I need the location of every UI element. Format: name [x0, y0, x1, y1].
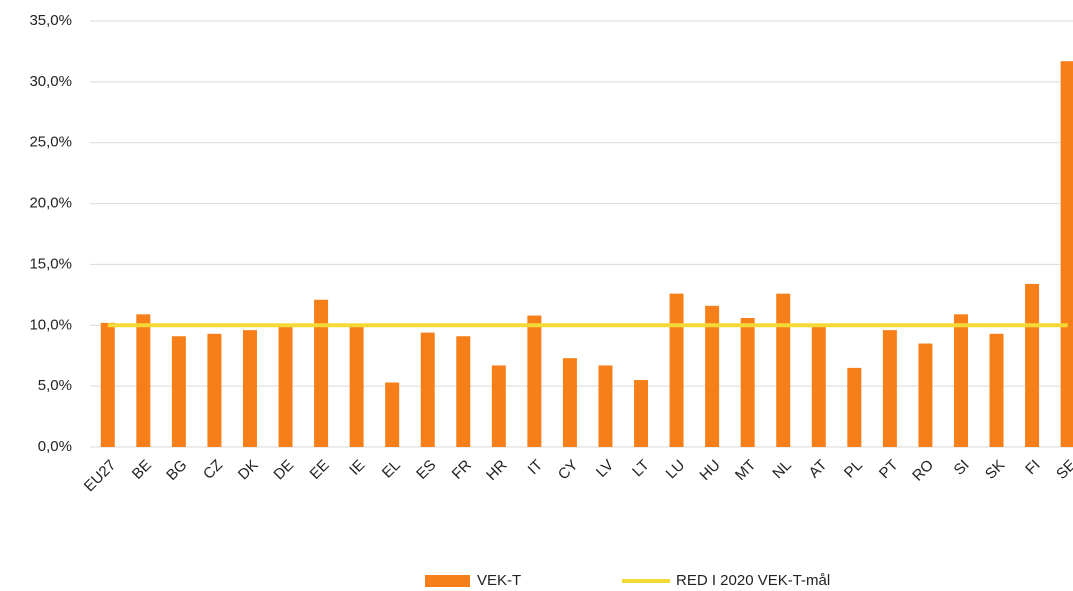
y-tick-label: 30,0% — [29, 73, 72, 90]
bar — [811, 324, 826, 447]
x-tick-label: SK — [982, 457, 1008, 483]
x-tick-label: ES — [413, 457, 439, 483]
bar — [171, 336, 186, 447]
bar — [100, 322, 115, 447]
x-tick-label: EE — [307, 457, 333, 483]
x-tick-label: LU — [663, 457, 689, 483]
x-tick-label: PL — [841, 457, 866, 482]
bar — [989, 333, 1004, 447]
bar — [136, 314, 151, 447]
x-tick-label: CZ — [200, 457, 226, 483]
x-tick-label: LT — [629, 457, 653, 481]
x-tick-label: FR — [449, 456, 475, 482]
legend-label: VEK-T — [477, 572, 521, 589]
bar — [491, 365, 506, 447]
x-tick-label: IE — [346, 457, 368, 479]
x-tick-label: RO — [909, 457, 937, 485]
bar — [349, 325, 364, 447]
bar — [278, 324, 293, 447]
bar — [562, 358, 577, 447]
x-tick-label: EU27 — [81, 457, 120, 496]
x-tick-label: SI — [951, 457, 973, 479]
bar — [314, 299, 329, 447]
bar — [527, 315, 542, 447]
x-tick-label: BG — [163, 457, 190, 484]
bar — [776, 293, 791, 447]
bar — [918, 343, 933, 447]
bar — [953, 314, 968, 447]
y-tick-label: 10,0% — [29, 316, 72, 333]
bar — [242, 330, 257, 447]
x-tick-label: SE — [1053, 457, 1073, 483]
bar — [1025, 283, 1040, 447]
y-tick-label: 0,0% — [38, 438, 72, 455]
x-tick-label: DK — [235, 457, 262, 484]
bar — [705, 305, 720, 447]
bar — [385, 382, 400, 447]
x-tick-label: LV — [593, 457, 617, 481]
x-tick-label: NL — [769, 457, 795, 483]
y-tick-label: 25,0% — [29, 134, 72, 151]
x-tick-label: BE — [129, 457, 155, 483]
bar — [420, 332, 435, 447]
x-tick-label: CY — [555, 457, 582, 484]
legend-label: RED I 2020 VEK-T-mål — [676, 572, 830, 589]
bar — [882, 330, 897, 447]
x-tick-label: HR — [483, 457, 510, 484]
bar — [740, 317, 755, 447]
y-tick-label: 20,0% — [29, 195, 72, 212]
x-tick-label: EL — [379, 457, 404, 482]
bar — [598, 365, 613, 447]
bar — [634, 380, 649, 447]
x-tick-label: FI — [1022, 457, 1043, 478]
x-tick-label: AT — [806, 457, 831, 482]
y-tick-label: 15,0% — [29, 255, 72, 272]
bar — [456, 336, 471, 447]
y-tick-label: 5,0% — [38, 377, 72, 394]
x-tick-label: MT — [732, 457, 759, 484]
bar — [1060, 61, 1073, 448]
x-tick-label: HU — [696, 457, 723, 484]
bar — [847, 367, 862, 447]
x-tick-label: DE — [270, 457, 297, 484]
legend-swatch — [425, 575, 470, 587]
bar — [207, 333, 222, 447]
y-tick-label: 35,0% — [29, 12, 72, 29]
x-tick-label: IT — [525, 457, 546, 478]
x-tick-label: PT — [876, 457, 902, 483]
bar — [669, 293, 684, 447]
